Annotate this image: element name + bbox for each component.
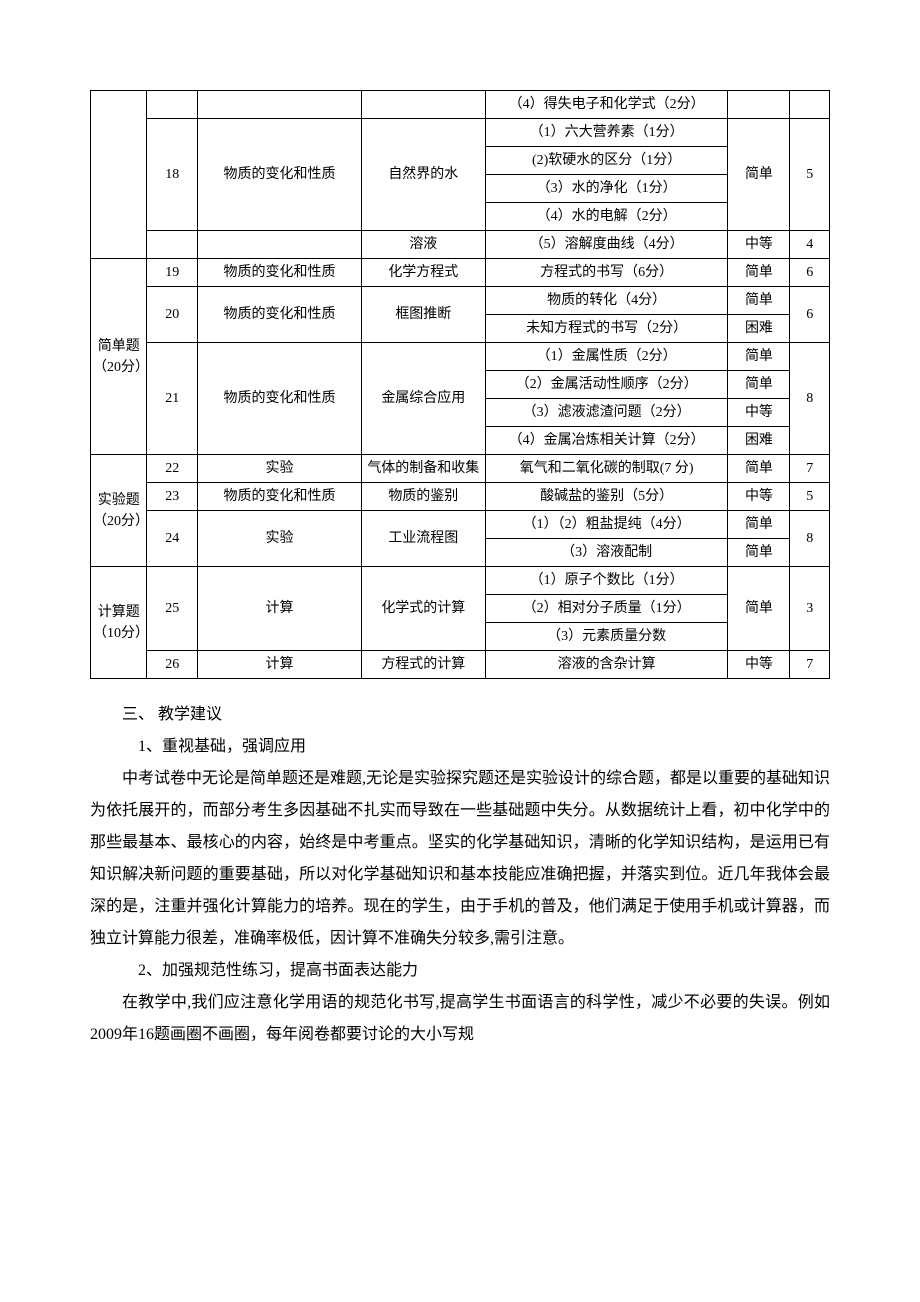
exam-analysis-table: （4）得失电子和化学式（2分） 18 物质的变化和性质 自然界的水 （1）六大营… [90, 90, 830, 679]
content-cell: 溶液的含杂计算 [485, 651, 728, 679]
difficulty-cell: 中等 [728, 399, 790, 427]
difficulty-cell: 简单 [728, 567, 790, 651]
topic-cell: 化学式的计算 [361, 567, 485, 651]
difficulty-cell: 中等 [728, 483, 790, 511]
difficulty-cell: 简单 [728, 371, 790, 399]
num-cell: 21 [147, 343, 198, 455]
points-cell: 8 [790, 343, 830, 455]
topic-cell: 气体的制备和收集 [361, 455, 485, 483]
content-cell: （3）元素质量分数 [485, 623, 728, 651]
num-cell: 19 [147, 259, 198, 287]
content-cell: （4）得失电子和化学式（2分） [485, 91, 728, 119]
category-cell: 实验 [198, 455, 362, 483]
points-cell-blank [790, 91, 830, 119]
content-cell: （3）水的净化（1分） [485, 175, 728, 203]
section-cell: 计算题（10分） [91, 567, 147, 679]
difficulty-cell-blank [728, 91, 790, 119]
points-cell: 5 [790, 483, 830, 511]
content-cell: （1）（2）粗盐提纯（4分） [485, 511, 728, 539]
points-cell: 8 [790, 511, 830, 567]
category-cell: 物质的变化和性质 [198, 343, 362, 455]
num-cell: 25 [147, 567, 198, 651]
topic-cell: 溶液 [361, 231, 485, 259]
content-cell: （1）六大营养素（1分） [485, 119, 728, 147]
content-cell: （4）金属冶炼相关计算（2分） [485, 427, 728, 455]
num-cell-blank [147, 91, 198, 119]
content-cell: 方程式的书写（6分） [485, 259, 728, 287]
num-cell-blank [147, 231, 198, 259]
content-cell: 氧气和二氧化碳的制取(7 分) [485, 455, 728, 483]
difficulty-cell: 困难 [728, 315, 790, 343]
difficulty-cell: 简单 [728, 119, 790, 231]
content-cell: （3）溶液配制 [485, 539, 728, 567]
num-cell: 18 [147, 119, 198, 231]
content-cell: 酸碱盐的鉴别（5分） [485, 483, 728, 511]
content-cell: 未知方程式的书写（2分） [485, 315, 728, 343]
points-cell: 3 [790, 567, 830, 651]
sub2-paragraph: 在教学中,我们应注意化学用语的规范化书写,提高学生书面语言的科学性，减少不必要的… [90, 987, 830, 1051]
category-cell: 物质的变化和性质 [198, 119, 362, 231]
category-cell: 物质的变化和性质 [198, 259, 362, 287]
points-cell: 6 [790, 287, 830, 343]
topic-cell: 方程式的计算 [361, 651, 485, 679]
section-cell-blank [91, 91, 147, 259]
sub1-paragraph: 中考试卷中无论是简单题还是难题,无论是实验探究题还是实验设计的综合题，都是以重要… [90, 763, 830, 955]
points-cell: 6 [790, 259, 830, 287]
body-text-section: 三、 教学建议 1、重视基础，强调应用 中考试卷中无论是简单题还是难题,无论是实… [90, 699, 830, 1051]
difficulty-cell: 困难 [728, 427, 790, 455]
difficulty-cell: 中等 [728, 651, 790, 679]
topic-cell-blank [361, 91, 485, 119]
points-cell: 4 [790, 231, 830, 259]
category-cell: 物质的变化和性质 [198, 483, 362, 511]
num-cell: 22 [147, 455, 198, 483]
category-cell: 实验 [198, 511, 362, 567]
category-cell: 计算 [198, 567, 362, 651]
num-cell: 23 [147, 483, 198, 511]
content-cell: （5）溶解度曲线（4分） [485, 231, 728, 259]
topic-cell: 框图推断 [361, 287, 485, 343]
content-cell: （4）水的电解（2分） [485, 203, 728, 231]
num-cell: 24 [147, 511, 198, 567]
content-cell: （1）金属性质（2分） [485, 343, 728, 371]
topic-cell: 自然界的水 [361, 119, 485, 231]
category-cell: 物质的变化和性质 [198, 287, 362, 343]
num-cell: 20 [147, 287, 198, 343]
content-cell: （1）原子个数比（1分） [485, 567, 728, 595]
points-cell: 7 [790, 455, 830, 483]
content-cell: （2）相对分子质量（1分） [485, 595, 728, 623]
topic-cell: 工业流程图 [361, 511, 485, 567]
difficulty-cell: 简单 [728, 259, 790, 287]
points-cell: 5 [790, 119, 830, 231]
points-cell: 7 [790, 651, 830, 679]
difficulty-cell: 简单 [728, 287, 790, 315]
difficulty-cell: 简单 [728, 539, 790, 567]
content-cell: （3）滤液滤渣问题（2分） [485, 399, 728, 427]
section-cell: 实验题（20分） [91, 455, 147, 567]
category-cell: 计算 [198, 651, 362, 679]
num-cell: 26 [147, 651, 198, 679]
difficulty-cell: 简单 [728, 343, 790, 371]
content-cell: （2）金属活动性顺序（2分） [485, 371, 728, 399]
difficulty-cell: 简单 [728, 455, 790, 483]
content-cell: (2)软硬水的区分（1分） [485, 147, 728, 175]
topic-cell: 金属综合应用 [361, 343, 485, 455]
difficulty-cell: 中等 [728, 231, 790, 259]
section-cell: 简单题（20分） [91, 259, 147, 455]
category-cell-blank [198, 91, 362, 119]
sub2-heading: 2、加强规范性练习，提高书面表达能力 [90, 955, 830, 987]
difficulty-cell: 简单 [728, 511, 790, 539]
sub1-heading: 1、重视基础，强调应用 [90, 731, 830, 763]
category-cell-blank [198, 231, 362, 259]
content-cell: 物质的转化（4分） [485, 287, 728, 315]
topic-cell: 化学方程式 [361, 259, 485, 287]
topic-cell: 物质的鉴别 [361, 483, 485, 511]
section-three-heading: 三、 教学建议 [90, 699, 830, 731]
